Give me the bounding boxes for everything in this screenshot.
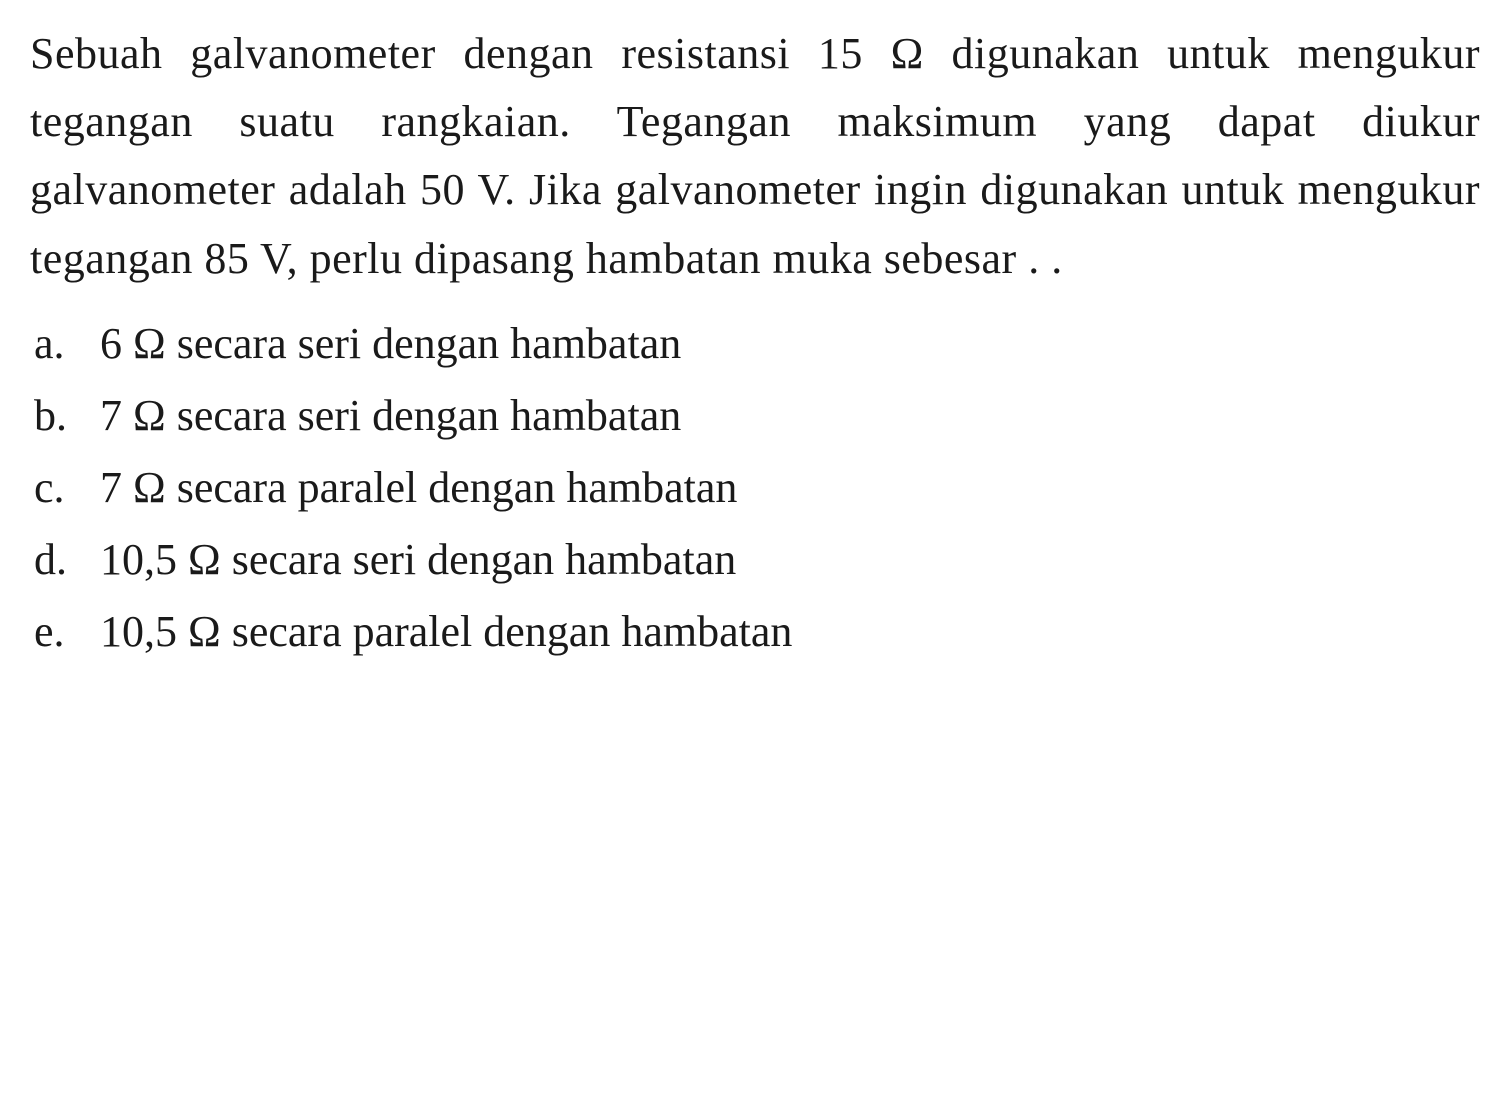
option-d: d. 10,5 Ω secara seri dengan hambatan — [30, 527, 1480, 593]
option-letter: e. — [30, 599, 100, 665]
option-text: 10,5 Ω secara paralel dengan hambatan — [100, 599, 1480, 665]
option-a: a. 6 Ω secara seri dengan hambatan — [30, 311, 1480, 377]
option-text: 7 Ω secara seri dengan hambatan — [100, 383, 1480, 449]
option-letter: c. — [30, 455, 100, 521]
option-e: e. 10,5 Ω secara paralel dengan hambatan — [30, 599, 1480, 665]
option-letter: a. — [30, 311, 100, 377]
option-b: b. 7 Ω secara seri dengan hambatan — [30, 383, 1480, 449]
option-letter: d. — [30, 527, 100, 593]
option-text: 7 Ω secara paralel dengan hambatan — [100, 455, 1480, 521]
options-list: a. 6 Ω secara seri dengan hambatan b. 7 … — [30, 311, 1480, 665]
option-letter: b. — [30, 383, 100, 449]
option-c: c. 7 Ω secara paralel dengan hambatan — [30, 455, 1480, 521]
option-text: 10,5 Ω secara seri dengan hambatan — [100, 527, 1480, 593]
question-text: Sebuah galvanometer dengan resistansi 15… — [30, 20, 1480, 293]
option-text: 6 Ω secara seri dengan hambatan — [100, 311, 1480, 377]
